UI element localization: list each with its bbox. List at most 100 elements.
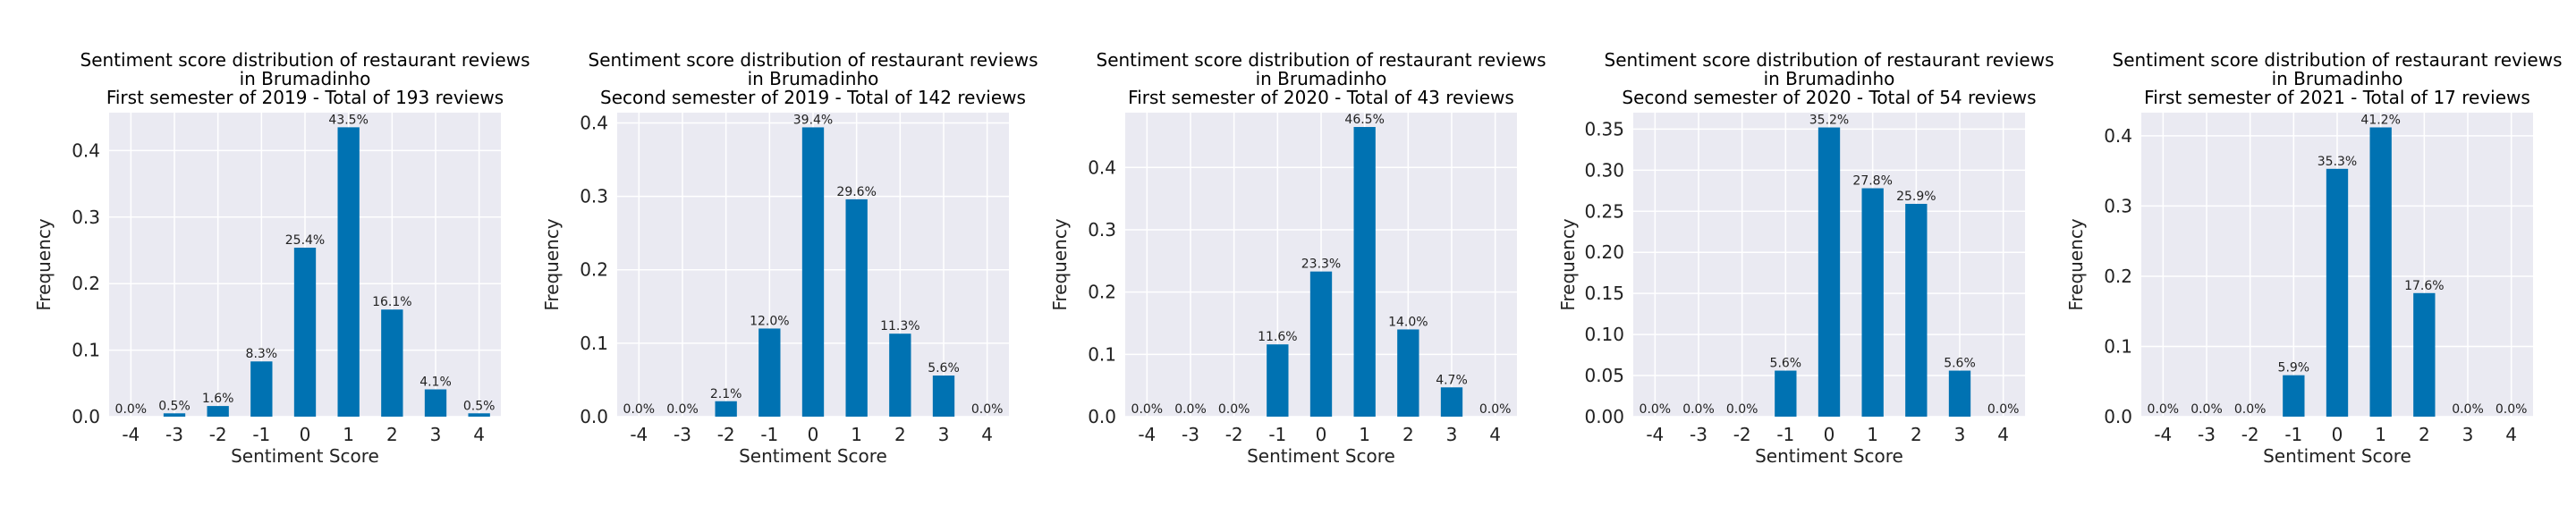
- data-label: 46.5%: [1344, 113, 1384, 127]
- x-tick-label: -1: [1776, 424, 1794, 445]
- bar: [1861, 188, 1884, 417]
- bar: [293, 248, 317, 417]
- chart-title-line: Sentiment score distribution of restaura…: [80, 49, 530, 71]
- data-label: 39.4%: [793, 113, 833, 127]
- data-label: 0.0%: [1479, 402, 1512, 417]
- x-tick-label: 0: [1824, 424, 1835, 445]
- data-label: 35.3%: [2318, 155, 2357, 169]
- data-label: 0.0%: [2148, 402, 2180, 417]
- data-label: 27.8%: [1852, 174, 1892, 189]
- data-label: 5.9%: [2278, 361, 2310, 376]
- bar: [2413, 292, 2436, 417]
- y-tick-label: 0.1: [72, 340, 100, 361]
- data-label: 0.0%: [2452, 402, 2484, 417]
- y-tick-label: 0.4: [72, 139, 100, 161]
- data-label: 41.2%: [2360, 113, 2400, 127]
- data-label: 0.0%: [1218, 402, 1250, 417]
- y-tick-label: 0.0: [580, 406, 608, 427]
- x-tick-label: -2: [209, 424, 227, 445]
- x-tick-label: -2: [2241, 424, 2259, 445]
- data-label: 0.0%: [971, 402, 1004, 417]
- data-label: 0.0%: [1682, 402, 1715, 417]
- bar: [2283, 375, 2305, 417]
- bar: [1818, 127, 1841, 418]
- y-tick-label: 0.10: [1584, 324, 1624, 345]
- data-label: 12.0%: [750, 314, 789, 328]
- x-tick-label: -3: [2198, 424, 2216, 445]
- chart-title-line: in Brumadinho: [1764, 68, 1895, 89]
- chart-title-line: in Brumadinho: [748, 68, 879, 89]
- x-tick-label: 3: [938, 424, 950, 445]
- bar: [1309, 271, 1333, 417]
- chart-title-line: First semester of 2019 - Total of 193 re…: [106, 87, 504, 108]
- chart-title-line: in Brumadinho: [1256, 68, 1387, 89]
- x-tick-label: 4: [2505, 424, 2517, 445]
- data-label: 0.0%: [2190, 402, 2223, 417]
- x-tick-label: 2: [1911, 424, 1922, 445]
- x-tick-label: 1: [2375, 424, 2386, 445]
- data-label: 43.5%: [328, 113, 368, 127]
- bar: [1397, 329, 1419, 417]
- x-tick-label: 0: [2332, 424, 2343, 445]
- data-label: 0.0%: [623, 402, 656, 417]
- y-tick-label: 0.0: [1088, 406, 1116, 427]
- x-tick-label: 0: [1316, 424, 1327, 445]
- x-axis-label: Sentiment Score: [2263, 445, 2411, 467]
- data-label: 11.3%: [880, 319, 919, 333]
- x-tick-label: -1: [1268, 424, 1286, 445]
- bar: [163, 413, 186, 417]
- data-label: 5.6%: [1944, 357, 1976, 371]
- y-axis-label: Frequency: [2065, 218, 2087, 310]
- x-tick-label: -4: [630, 424, 648, 445]
- y-tick-label: 0.0: [2104, 406, 2132, 427]
- data-label: 5.6%: [928, 361, 960, 376]
- x-tick-label: 2: [1402, 424, 1414, 445]
- chart-panel-1: 0.0 0.1 0.2 0.3 0.4 -4 -3 -2 -1 0 1 2 3 4 0.0% 0.5% 1.6%…: [33, 49, 530, 467]
- bar: [1353, 127, 1376, 417]
- y-tick-label: 0.3: [2104, 195, 2132, 216]
- x-tick-label: -2: [1733, 424, 1751, 445]
- y-axis-label: Frequency: [1557, 218, 1579, 310]
- data-label: 0.0%: [1640, 402, 1672, 417]
- x-tick-label: 3: [1446, 424, 1458, 445]
- x-tick-label: -2: [717, 424, 735, 445]
- bar: [2369, 127, 2392, 417]
- bar: [801, 127, 825, 418]
- x-tick-label: -4: [1646, 424, 1664, 445]
- data-label: 11.6%: [1258, 330, 1297, 344]
- x-tick-label: -1: [760, 424, 778, 445]
- bar: [715, 401, 737, 417]
- data-label: 4.7%: [1436, 373, 1468, 387]
- x-tick-label: -4: [2154, 424, 2172, 445]
- y-tick-label: 0.0: [72, 406, 100, 427]
- x-tick-label: -4: [122, 424, 140, 445]
- x-tick-label: -1: [2284, 424, 2302, 445]
- chart-title-line: Second semester of 2019 - Total of 142 r…: [600, 87, 1026, 108]
- x-axis-label: Sentiment Score: [739, 445, 887, 467]
- bar: [337, 127, 360, 417]
- y-tick-label: 0.4: [580, 112, 608, 133]
- data-label: 8.3%: [246, 347, 278, 361]
- y-tick-label: 0.4: [2104, 125, 2132, 147]
- x-tick-label: -3: [674, 424, 691, 445]
- data-label: 1.6%: [202, 392, 234, 406]
- x-tick-label: 4: [1489, 424, 1501, 445]
- x-tick-label: 2: [386, 424, 398, 445]
- bar: [381, 309, 403, 417]
- x-axis-label: Sentiment Score: [1247, 445, 1395, 467]
- chart-title-line: Sentiment score distribution of restaura…: [589, 49, 1038, 71]
- y-tick-label: 0.3: [1088, 219, 1116, 241]
- bar: [2326, 168, 2349, 417]
- data-label: 0.0%: [2496, 402, 2528, 417]
- data-label: 2.1%: [710, 387, 742, 401]
- x-tick-label: 1: [1359, 424, 1370, 445]
- data-label: 16.1%: [372, 295, 411, 309]
- y-tick-label: 0.05: [1584, 365, 1624, 386]
- data-label: 0.0%: [1131, 402, 1164, 417]
- bar: [424, 389, 447, 417]
- y-axis-label: Frequency: [541, 218, 563, 310]
- x-tick-label: 4: [1997, 424, 2009, 445]
- data-label: 17.6%: [2404, 279, 2444, 293]
- bar: [207, 406, 229, 417]
